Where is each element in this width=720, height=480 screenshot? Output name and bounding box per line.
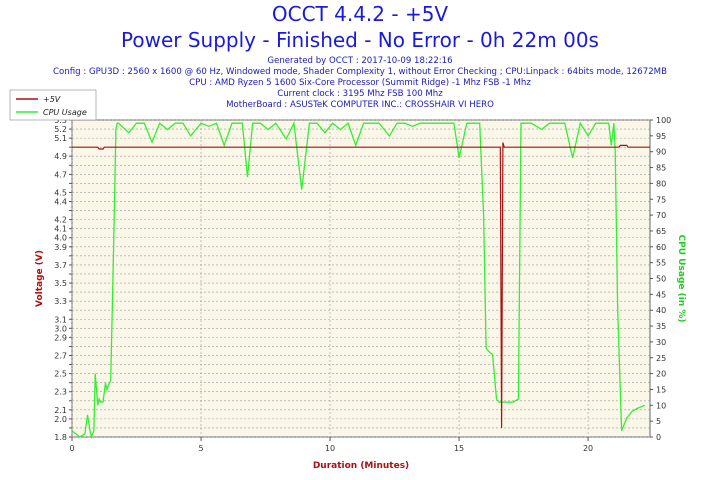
x-axis-label: Duration (Minutes): [313, 461, 409, 471]
y-right-tick-label: 80: [656, 179, 666, 188]
plot-area: [71, 119, 651, 438]
y-right-tick-label: 85: [656, 164, 666, 173]
y-right-tick-label: 20: [656, 370, 666, 379]
y-left-tick-label: 5.2: [54, 125, 67, 134]
y-right-tick-label: 65: [656, 227, 666, 236]
y-left-tick-label: 5.1: [54, 134, 67, 143]
legend-label-5v: +5V: [43, 95, 61, 104]
y-right-tick-label: 60: [656, 243, 666, 252]
y-right-tick-label: 10: [656, 401, 666, 410]
y-right-tick-label: 35: [656, 322, 666, 331]
y-left-tick-label: 2.3: [54, 388, 67, 397]
y-right-tick-label: 0: [656, 433, 661, 442]
y-left-tick-label: 4.1: [54, 225, 67, 234]
y-left-tick-label: 4.7: [54, 170, 67, 179]
y-left-tick-label: 3.9: [54, 243, 67, 252]
y-left-tick-label: 3.5: [54, 279, 67, 288]
y-right-tick-label: 100: [656, 116, 671, 125]
y-right-tick-label: 5: [656, 417, 661, 426]
generated-info: Generated by OCCT : 2017-10-09 18:22:16: [267, 56, 453, 66]
y-left-axis-label: Voltage (V): [35, 250, 45, 307]
series-5v-line: [72, 142, 650, 428]
y-left-tick-label: 2.9: [54, 333, 67, 342]
y-left-tick-label: 4.0: [54, 234, 67, 243]
config-info: Config : GPU3D : 2560 x 1600 @ 60 Hz, Wi…: [53, 67, 667, 77]
y-right-tick-label: 50: [656, 275, 666, 284]
y-left-tick-label: 5.3: [54, 116, 67, 125]
y-left-tick-label: 2.5: [54, 370, 67, 379]
legend-box: [9, 89, 97, 121]
y-right-tick-label: 45: [656, 290, 666, 299]
y-right-tick-label: 90: [656, 148, 666, 157]
y-left-tick-label: 3.7: [54, 261, 67, 270]
y-right-tick-label: 30: [656, 338, 666, 347]
y-left-tick-label: 2.1: [54, 406, 67, 415]
y-left-tick-label: 4.4: [54, 198, 67, 207]
y-left-tick-label: 3.0: [54, 324, 67, 333]
x-tick-label: 0: [69, 444, 74, 453]
y-right-tick-label: 55: [656, 259, 666, 268]
legend-label-cpu: CPU Usage: [43, 108, 87, 117]
y-left-tick-label: 2.7: [54, 351, 67, 360]
chart-title: OCCT 4.4.2 - +5V: [271, 2, 449, 26]
y-left-tick-label: 4.2: [54, 216, 67, 225]
x-tick-label: 20: [583, 444, 593, 453]
y-left-tick-label: 3.3: [54, 297, 67, 306]
y-right-tick-label: 40: [656, 306, 666, 315]
clock-info: Current clock : 3195 Mhz FSB 100 Mhz: [277, 89, 443, 99]
series-cpu-usage-line: [71, 120, 646, 440]
y-left-tick-label: 4.9: [54, 152, 67, 161]
y-right-axis-label: CPU Usage (in %): [676, 235, 686, 323]
y-left-tick-label: 4.5: [54, 188, 67, 197]
y-left-tick-label: 1.8: [54, 433, 67, 442]
cpu-info: CPU : AMD Ryzen 5 1600 Six-Core Processo…: [189, 78, 531, 88]
x-tick-label: 5: [198, 444, 203, 453]
x-tick-label: 10: [325, 444, 335, 453]
y-right-tick-label: 75: [656, 195, 666, 204]
y-right-tick-label: 70: [656, 211, 666, 220]
motherboard-info: MotherBoard : ASUSTeK COMPUTER INC.: CRO…: [226, 100, 494, 110]
y-right-tick-label: 25: [656, 354, 666, 363]
x-tick-label: 15: [454, 444, 464, 453]
y-left-tick-label: 2.0: [54, 415, 67, 424]
y-left-tick-label: 3.1: [54, 315, 67, 324]
y-right-tick-label: 15: [656, 385, 666, 394]
y-right-tick-label: 95: [656, 132, 666, 141]
chart-subtitle: Power Supply - Finished - No Error - 0h …: [121, 28, 599, 52]
